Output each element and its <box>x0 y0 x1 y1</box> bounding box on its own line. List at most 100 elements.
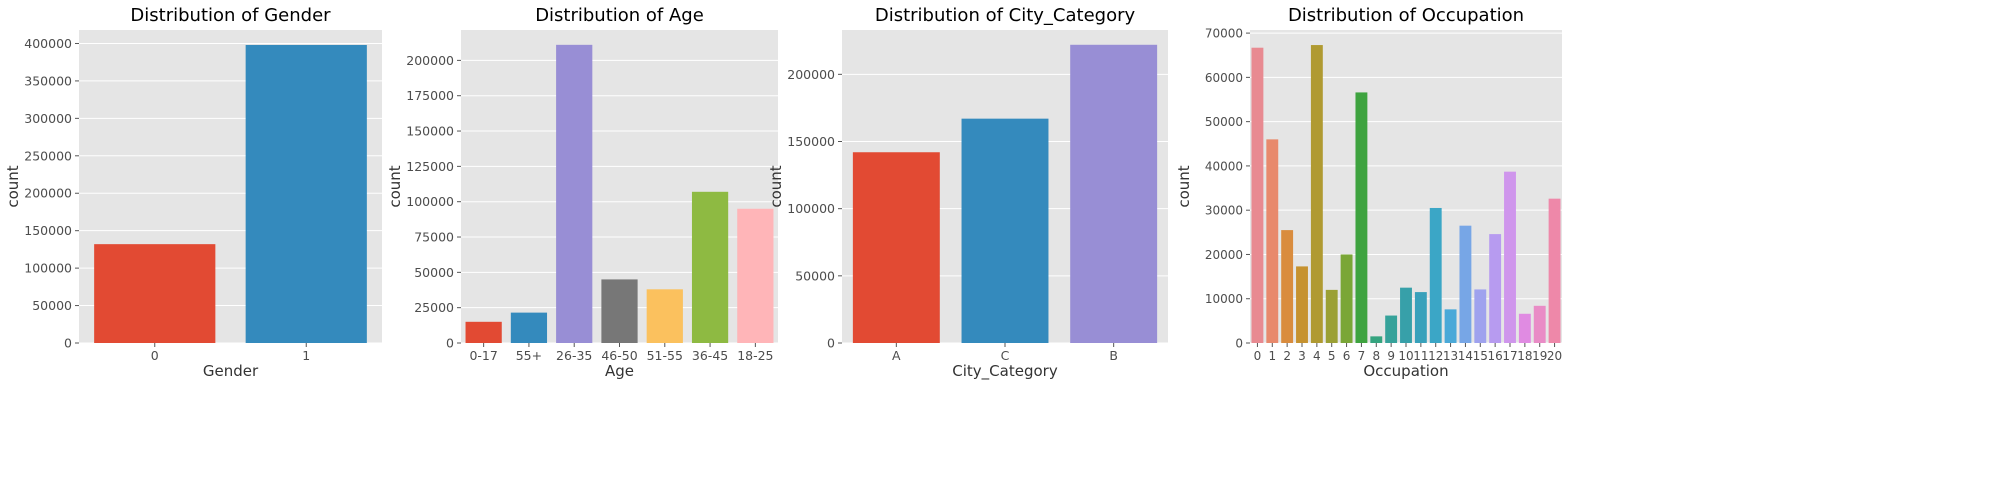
x-tick-label: A <box>892 348 901 363</box>
y-tick-label: 400000 <box>24 36 72 51</box>
bar-a <box>852 152 940 343</box>
x-tick-label: 19 <box>1532 349 1547 363</box>
bar-12 <box>1429 207 1442 343</box>
bar-1 <box>245 44 367 344</box>
bar-0 <box>1251 47 1264 344</box>
y-tick-label: 100000 <box>24 261 72 276</box>
y-tick-label: 50000 <box>414 265 454 280</box>
bar-17 <box>1504 171 1516 343</box>
y-tick-label: 30000 <box>1205 204 1243 218</box>
y-tick-label: 40000 <box>1205 159 1243 173</box>
x-axis-label: Age <box>605 362 634 380</box>
y-tick-label: 75000 <box>414 230 454 245</box>
chart-title: Distribution of Age <box>535 5 704 26</box>
chart-title: Distribution of Occupation <box>1288 5 1524 26</box>
x-tick-label: 2 <box>1283 349 1291 363</box>
y-tick-label: 200000 <box>787 67 835 82</box>
x-tick-label: 46-50 <box>601 348 637 363</box>
x-tick-label: 36-45 <box>692 348 728 363</box>
y-tick-label: 20000 <box>1205 248 1243 262</box>
y-tick-label: 200000 <box>406 53 454 68</box>
x-tick-label: 16 <box>1488 349 1503 363</box>
bar-19 <box>1533 305 1546 343</box>
x-tick-label: 12 <box>1428 349 1443 363</box>
bar-2 <box>1281 230 1294 343</box>
bar-9 <box>1385 315 1398 343</box>
y-tick-label: 50000 <box>32 298 72 313</box>
y-tick-label: 70000 <box>1205 27 1243 41</box>
bar-1 <box>1266 139 1279 343</box>
chart-title: Distribution of City_Category <box>875 5 1136 26</box>
x-tick-label: B <box>1109 348 1118 363</box>
chart-city-category: 0 50000 100000 150000 200000 A C B Distribution … <box>767 5 1168 381</box>
bar-13 <box>1444 309 1457 343</box>
x-tick-label: 13 <box>1443 349 1458 363</box>
y-tick-label: 300000 <box>24 111 72 126</box>
x-tick-label: 5 <box>1328 349 1336 363</box>
y-tick-label: 125000 <box>406 159 454 174</box>
y-tick-label: 175000 <box>406 88 454 103</box>
y-tick-label: 350000 <box>24 73 72 88</box>
y-axis-label: count <box>386 165 404 207</box>
bar-55-plus <box>510 312 548 343</box>
bar-11 <box>1414 292 1427 343</box>
y-tick-label: 0 <box>446 336 454 351</box>
bar-20 <box>1548 198 1561 343</box>
x-tick-label: 0 <box>151 348 159 363</box>
x-tick-label: 10 <box>1398 349 1413 363</box>
x-tick-label: 26-35 <box>556 348 592 363</box>
x-tick-label: 1 <box>302 348 310 363</box>
y-tick-label: 150000 <box>787 134 835 149</box>
x-tick-label: 3 <box>1298 349 1306 363</box>
bar-15 <box>1474 289 1487 343</box>
bar-46-50 <box>601 279 638 343</box>
bar-6 <box>1340 254 1353 343</box>
y-tick-label: 60000 <box>1205 71 1243 85</box>
x-tick-label: 15 <box>1473 349 1488 363</box>
bar-10 <box>1400 287 1412 343</box>
bar-b <box>1070 44 1158 343</box>
x-tick-label: 7 <box>1358 349 1366 363</box>
x-tick-label: 17 <box>1502 349 1517 363</box>
y-tick-label: 0 <box>64 336 72 351</box>
bar-0 <box>94 244 216 343</box>
x-tick-label: 0-17 <box>469 348 497 363</box>
x-axis-label: Occupation <box>1363 362 1448 380</box>
bar-7 <box>1355 92 1368 343</box>
y-tick-label: 150000 <box>24 223 72 238</box>
chart-title: Distribution of Gender <box>130 5 331 26</box>
bar-4 <box>1310 45 1323 343</box>
y-tick-label: 150000 <box>406 124 454 139</box>
y-tick-label: 50000 <box>1205 115 1243 129</box>
x-tick-label: 18 <box>1517 349 1532 363</box>
y-tick-label: 0 <box>1235 337 1243 351</box>
x-tick-label: 9 <box>1387 349 1395 363</box>
x-tick-label: 14 <box>1458 349 1473 363</box>
y-tick-label: 0 <box>827 336 835 351</box>
y-tick-label: 200000 <box>24 186 72 201</box>
x-tick-label: 11 <box>1413 349 1428 363</box>
y-axis-label: count <box>767 165 785 207</box>
bar-0-17 <box>465 321 502 343</box>
chart-age: 0 25000 50000 75000 100000 125000 150000 175000… <box>386 5 778 380</box>
bar-3 <box>1296 266 1308 343</box>
y-axis-label: count <box>1175 165 1193 207</box>
x-tick-label: C <box>1001 348 1010 363</box>
x-axis-label: Gender <box>203 362 259 380</box>
y-tick-label: 100000 <box>406 194 454 209</box>
x-tick-label: 55+ <box>516 348 542 363</box>
x-tick-label: 0 <box>1254 349 1262 363</box>
x-tick-label: 8 <box>1372 349 1380 363</box>
y-tick-label: 50000 <box>795 268 835 283</box>
x-tick-label: 51-55 <box>647 348 683 363</box>
bar-14 <box>1459 225 1472 343</box>
bar-16 <box>1489 234 1502 343</box>
x-tick-label: 4 <box>1313 349 1321 363</box>
bar-26-35 <box>556 44 593 344</box>
y-tick-label: 100000 <box>787 201 835 216</box>
x-tick-label: 18-25 <box>737 348 773 363</box>
x-axis-label: City_Category <box>952 362 1058 381</box>
x-tick-label: 6 <box>1343 349 1351 363</box>
